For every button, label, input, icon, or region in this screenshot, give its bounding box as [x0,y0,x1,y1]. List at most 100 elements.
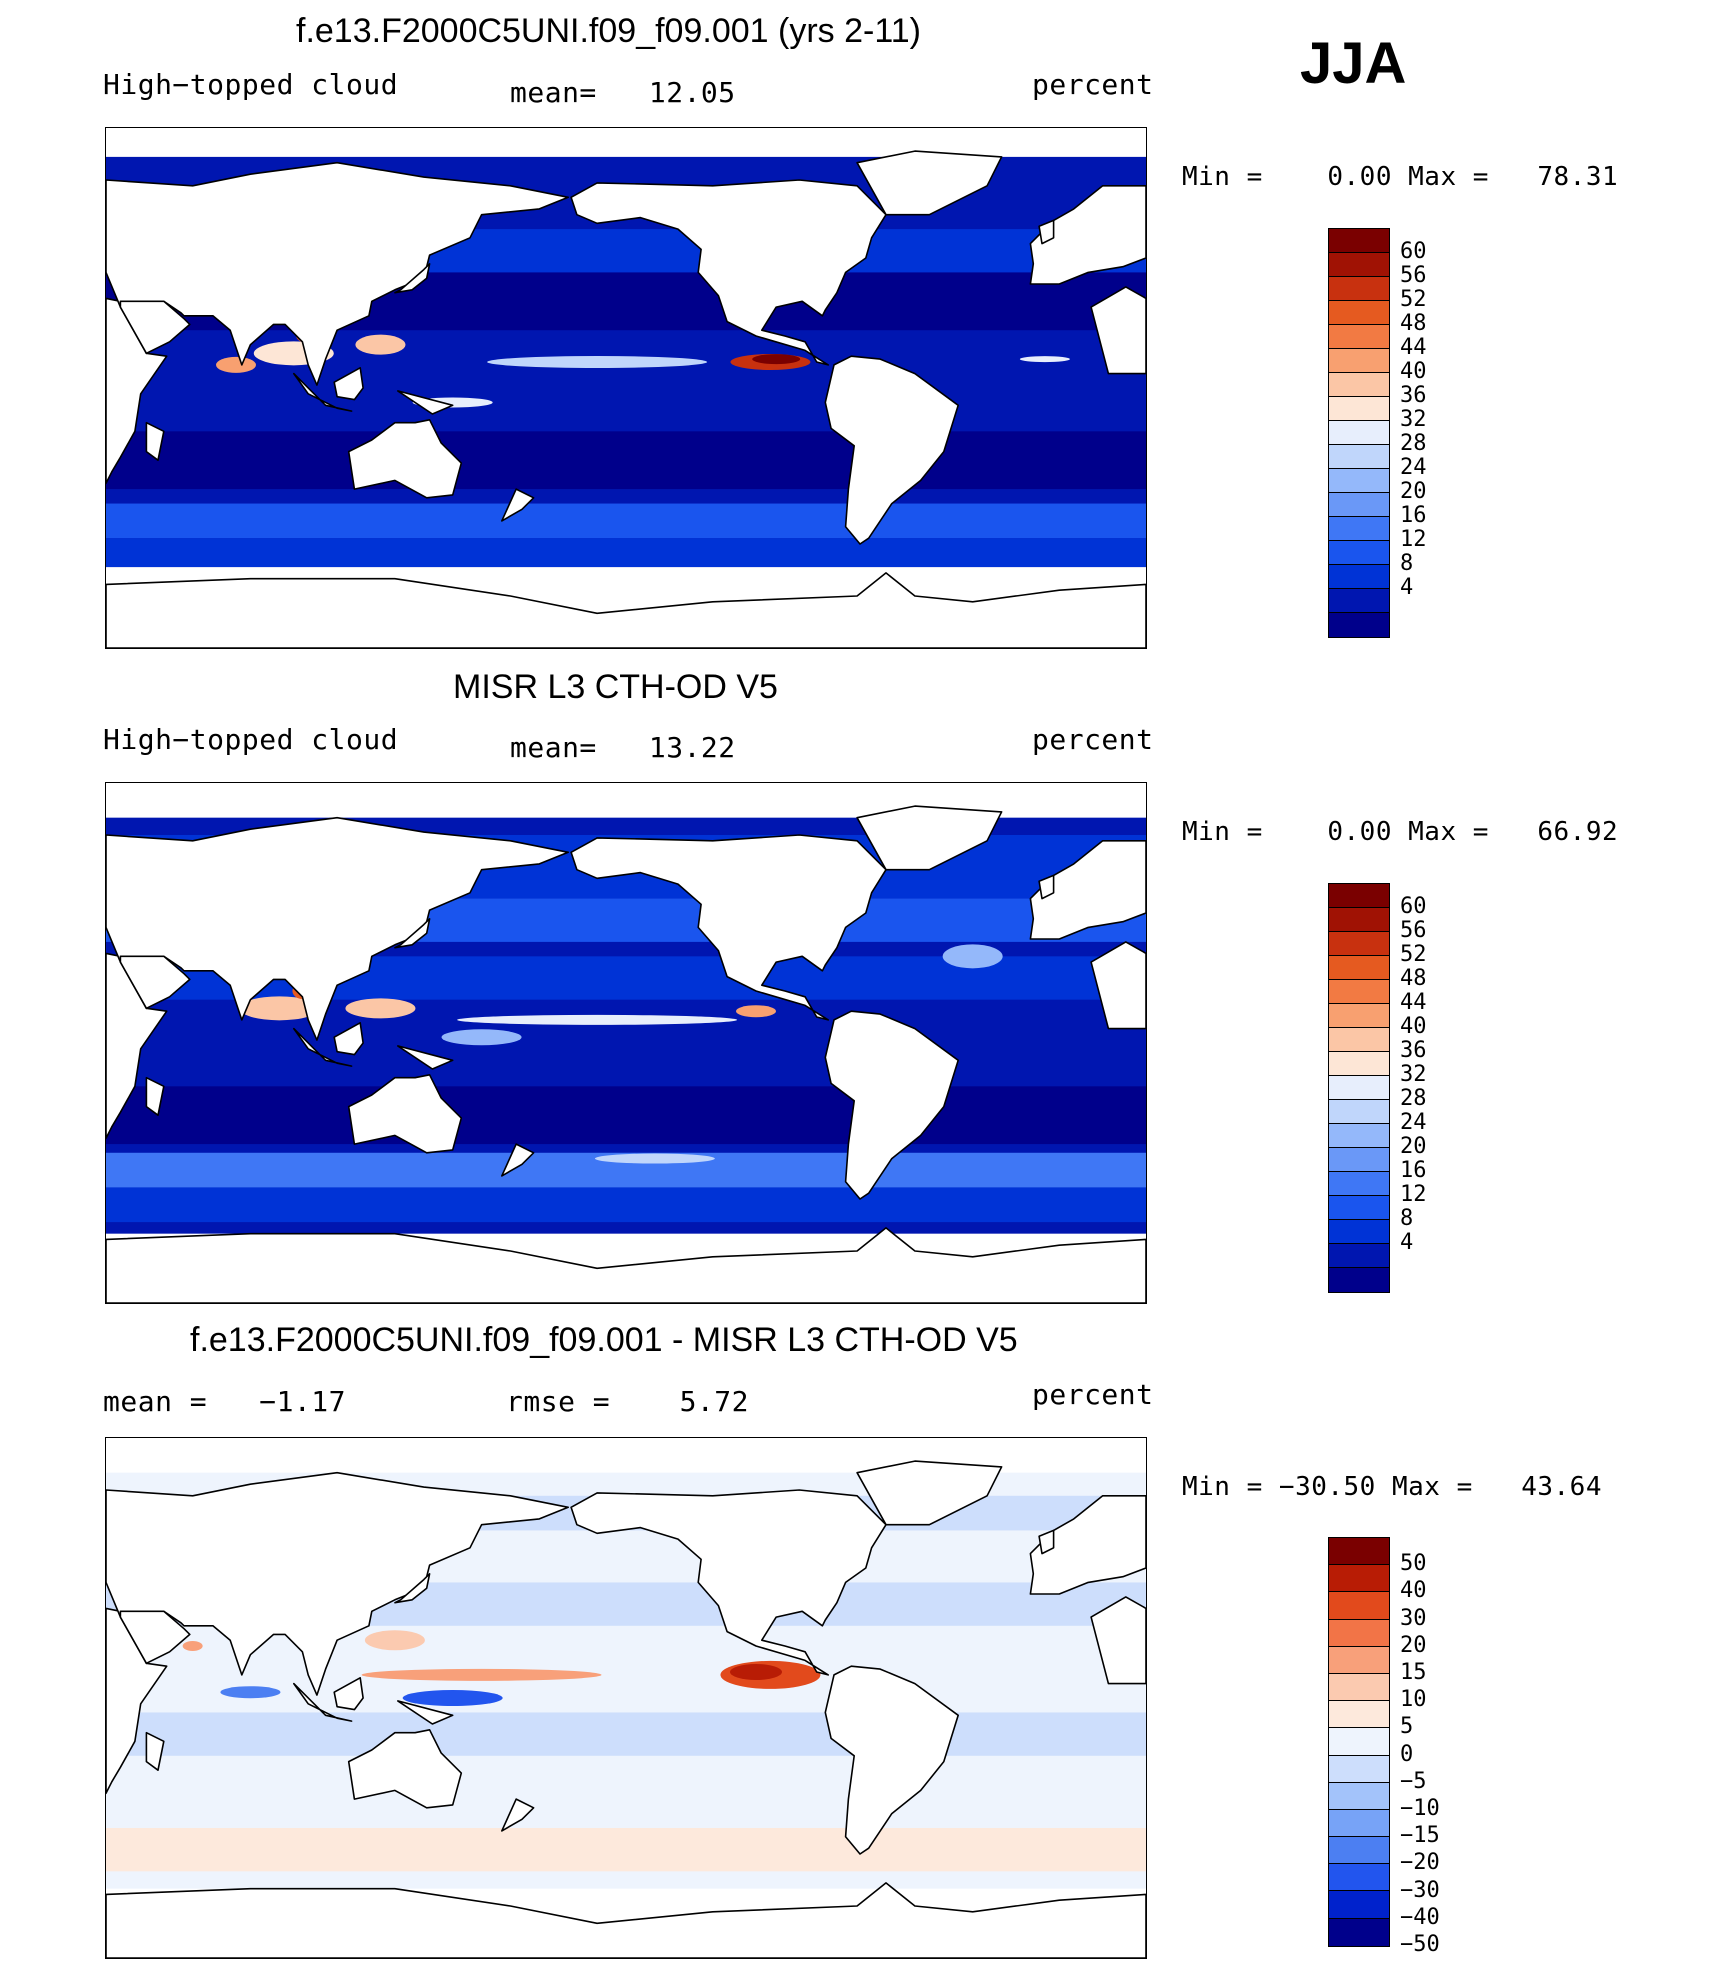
colorbar-tick-label: 15 [1400,1660,1427,1685]
field-anomaly [355,334,406,355]
colorbar-segment [1329,541,1389,565]
panel-1-map [105,127,1147,649]
land-mass [1090,1596,1146,1685]
colorbar-segment [1329,349,1389,373]
colorbar-segment [1329,1619,1389,1647]
land-mass [333,1022,364,1056]
land-mass [145,421,165,462]
land-mass [106,161,570,386]
land-mass [856,150,1003,216]
field-anomaly [441,1029,522,1046]
land-mass [396,390,454,415]
colorbar-tick-label: 12 [1400,527,1427,552]
colorbar-tick-label: 44 [1400,990,1427,1015]
colorbar-segment [1329,1244,1389,1268]
colorbar-tick-label: 20 [1400,1134,1427,1159]
land-mass [1038,1529,1055,1555]
colorbar-segment [1329,1172,1389,1196]
land-mass [500,1798,535,1832]
colorbar-tick-label: −40 [1400,1904,1440,1930]
colorbar-tick-label: 16 [1400,503,1427,528]
colorbar-tick-label: 48 [1400,966,1427,991]
land-mass [824,1010,960,1200]
panel-2-map [105,782,1147,1304]
colorbar-tick-label: 56 [1400,263,1427,288]
panel-3-units-label: percent [1032,1378,1154,1411]
panel-2-title: MISR L3 CTH-OD V5 [453,668,778,706]
land-mass [570,179,887,366]
colorbar-tick-label: 20 [1400,479,1427,504]
colorbar-segment [1329,613,1389,637]
panel-1-map-svg [106,128,1146,648]
colorbar-segment [1329,277,1389,301]
colorbar-segment [1329,1004,1389,1028]
colorbar-segment [1329,1864,1389,1892]
panel-1-minmax: Min = 0.00 Max = 78.31 [1182,162,1619,192]
panel-3-rmse-label: rmse = 5.72 [506,1385,750,1418]
colorbar-tick-label: −10 [1400,1796,1440,1821]
field-anomaly [1019,356,1070,363]
panel-2-mean-label: mean= 13.22 [510,731,736,764]
colorbar-segment [1329,445,1389,469]
colorbar-segment [1329,373,1389,397]
colorbar-segment [1329,589,1389,613]
field-band [106,1712,1146,1756]
land-mass [570,1489,887,1676]
land-mass [1038,874,1055,900]
field-anomaly [216,356,256,373]
colorbar-segment [1329,469,1389,493]
colorbar-tick-label: 30 [1400,1605,1427,1631]
land-mass [106,1227,1146,1303]
colorbar-tick-label: 36 [1400,1038,1427,1063]
land-mass [333,1677,364,1711]
colorbar-segment [1329,908,1389,932]
field-anomaly [594,1153,715,1164]
colorbar-segment [1329,956,1389,980]
colorbar-tick-label: 40 [1400,359,1427,384]
panel-2-units-label: percent [1032,723,1154,756]
land-mass [119,1610,191,1665]
colorbar-tick-label: 40 [1400,1014,1427,1039]
colorbar-segment [1329,1196,1389,1220]
land-mass [347,1073,463,1154]
land-mass [145,1731,165,1772]
field-anomaly [345,998,416,1019]
panel-3-map-svg [106,1438,1146,1958]
land-mass [394,1573,431,1604]
colorbar-segment [1329,1100,1389,1124]
land-mass [394,918,431,949]
colorbar-tick-label: 44 [1400,335,1427,360]
colorbar-segment [1329,253,1389,277]
colorbar-segment [1329,325,1389,349]
colorbar-segment [1329,1646,1389,1674]
colorbar-tick-label: 24 [1400,455,1427,480]
colorbar-segment [1329,1028,1389,1052]
colorbar-tick-label: 24 [1400,1110,1427,1135]
colorbar-segment [1329,1701,1389,1729]
colorbar-tick-label: 48 [1400,311,1427,336]
land-mass [396,1045,454,1070]
colorbar-segment [1329,1891,1389,1919]
colorbar-segment [1329,1148,1389,1172]
panel-1-left-label: High−topped cloud [103,68,399,101]
colorbar-tick-label: 28 [1400,1086,1427,1111]
colorbar-tick-label: −5 [1400,1768,1427,1794]
colorbar-tick-label: 32 [1400,407,1427,432]
colorbar-segment [1329,1052,1389,1076]
land-mass [1029,839,1146,940]
season-label: JJA [1300,31,1407,96]
field-band [106,1187,1146,1223]
land-mass [347,418,463,499]
panel-1-title: f.e13.F2000C5UNI.f09_f09.001 (yrs 2-11) [296,12,921,50]
colorbar-segment [1329,565,1389,589]
colorbar-tick-label: −30 [1400,1877,1440,1903]
land-mass [1029,1494,1146,1595]
land-mass [856,1460,1003,1526]
land-mass [1090,941,1146,1030]
colorbar-segment [1329,493,1389,517]
colorbar-tick-label: 12 [1400,1182,1427,1207]
colorbar-tick-label: 50 [1400,1551,1427,1577]
colorbar-tick-label: −20 [1400,1850,1440,1876]
land-mass [106,1882,1146,1958]
colorbar-segment [1329,421,1389,445]
